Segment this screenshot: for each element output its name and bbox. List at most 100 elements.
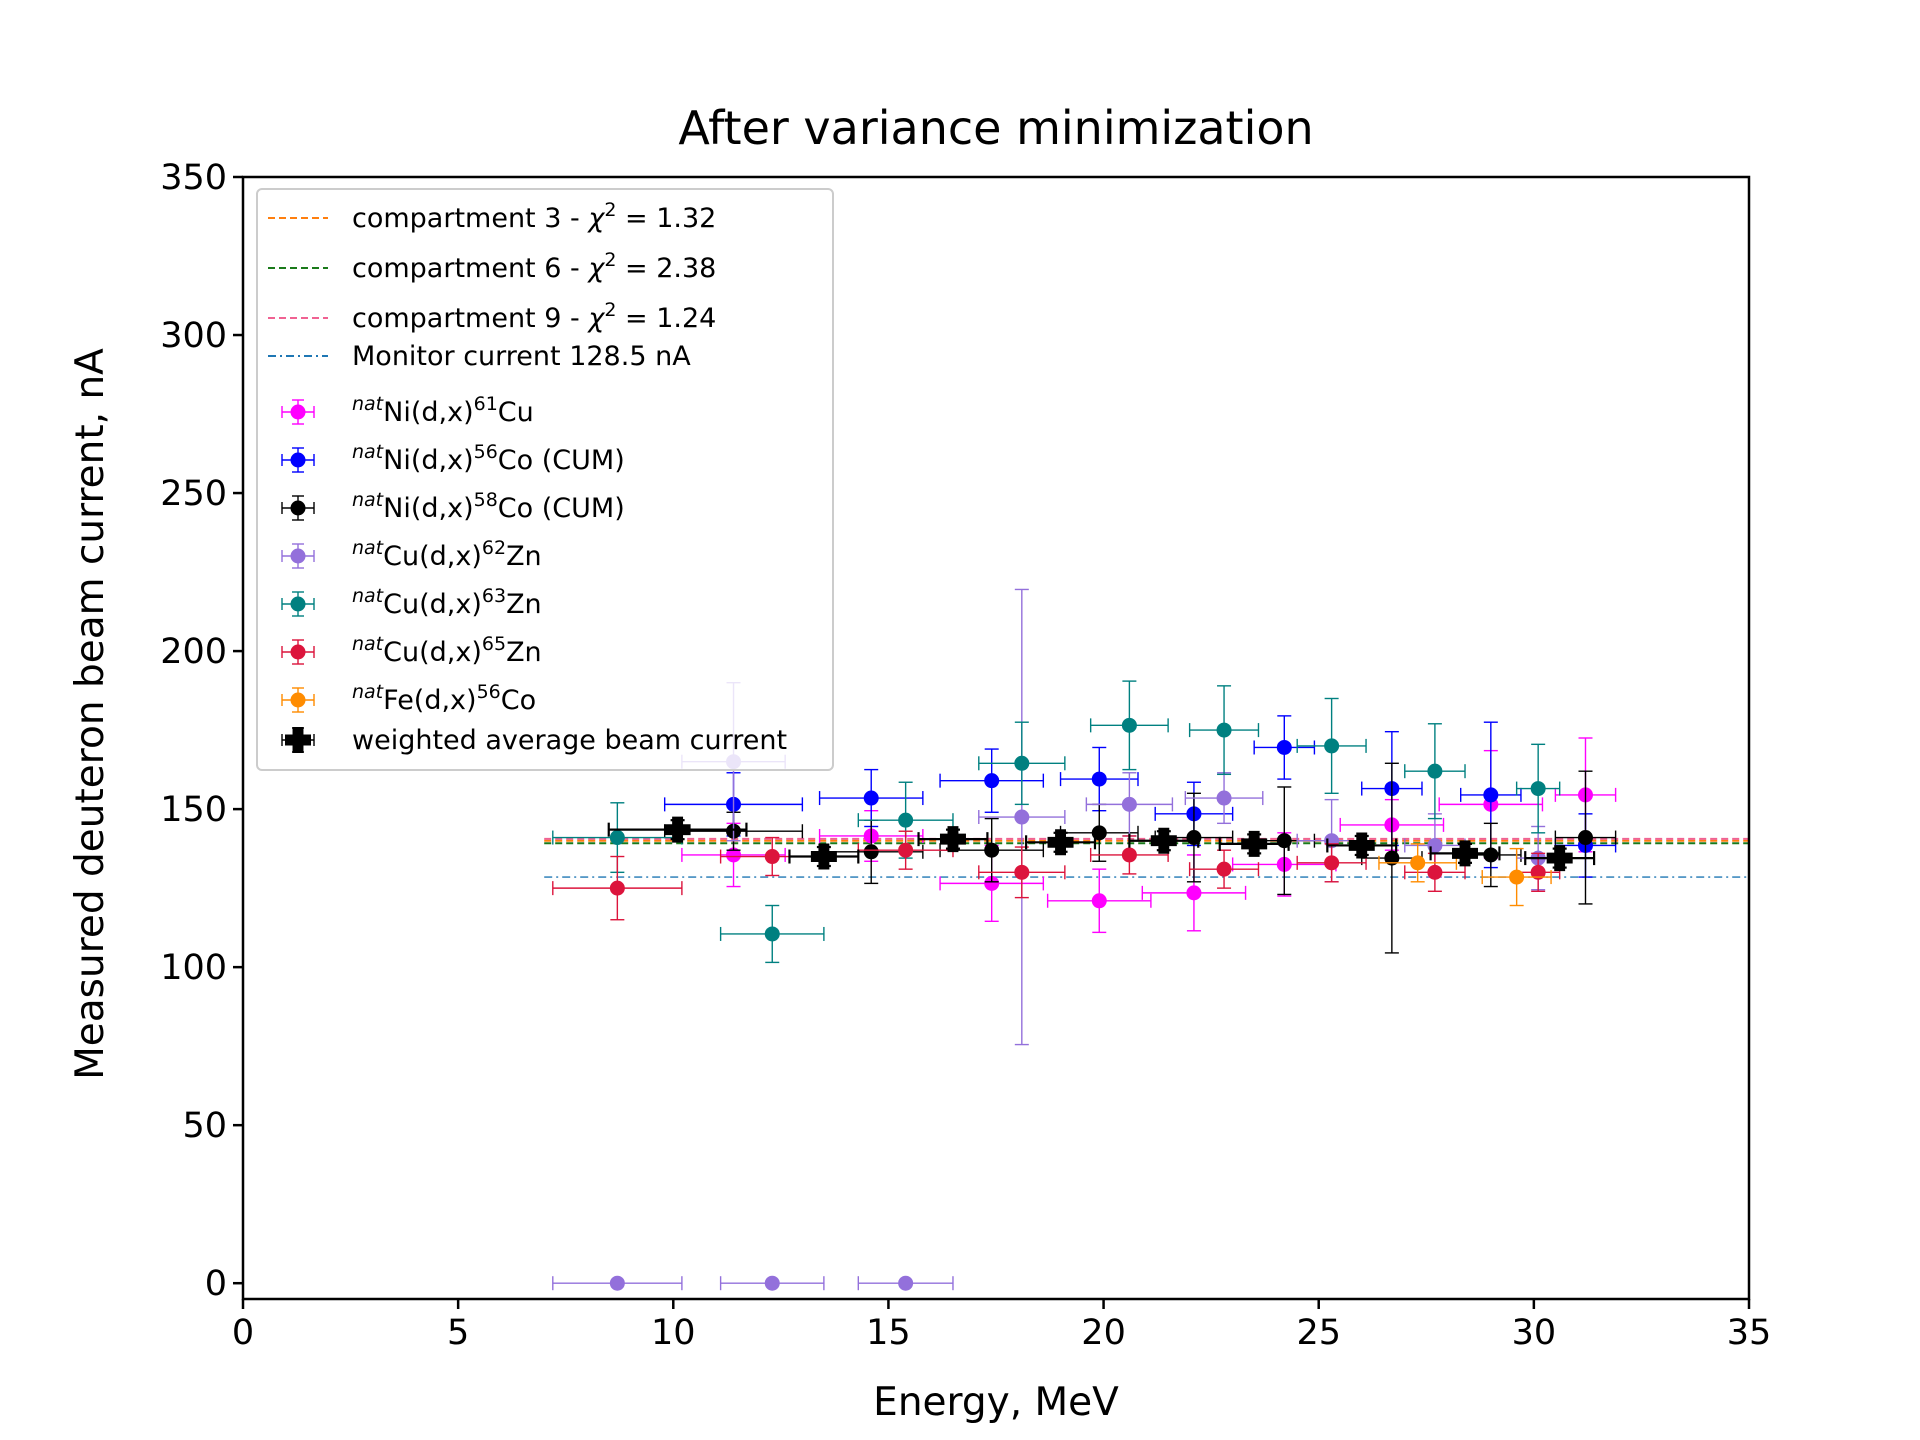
- data-point: [1452, 840, 1479, 867]
- data-point: [984, 875, 1000, 891]
- data-point: [1276, 739, 1292, 755]
- data-point: [1324, 738, 1340, 754]
- data-point: [1483, 787, 1499, 803]
- y-tick-label: 100: [160, 948, 227, 988]
- data-point: [1216, 861, 1232, 877]
- data-point: [898, 812, 914, 828]
- y-tick-label: 0: [205, 1264, 227, 1304]
- data-point: [1091, 893, 1107, 909]
- data-point: [1530, 781, 1546, 797]
- legend-entry: natFe(d,x)56Co: [281, 681, 536, 716]
- data-point: [939, 826, 966, 853]
- series-4: [552, 588, 1561, 1291]
- y-tick-label: 50: [182, 1106, 227, 1146]
- legend-label: weighted average beam current: [352, 725, 787, 756]
- y-tick-label: 250: [160, 474, 227, 514]
- plot-area: [544, 588, 1749, 1291]
- x-tick-label: 15: [866, 1313, 911, 1353]
- data-point: [1121, 717, 1137, 733]
- legend-marker: [290, 596, 306, 612]
- legend-entry: natCu(d,x)63Zn: [281, 585, 542, 620]
- data-point: [1530, 864, 1546, 880]
- legend-label: compartment 3 - χ2 = 1.32: [352, 199, 716, 234]
- y-tick-label: 300: [160, 316, 227, 356]
- data-point: [1014, 809, 1030, 825]
- data-point: [1483, 847, 1499, 863]
- data-point: [764, 849, 780, 865]
- data-point: [1014, 864, 1030, 880]
- data-point: [764, 926, 780, 942]
- y-axis-label: Measured deuteron beam current, nA: [68, 348, 113, 1080]
- legend-label: Monitor current 128.5 nA: [352, 341, 691, 372]
- x-tick-label: 20: [1081, 1313, 1126, 1353]
- legend-marker: [290, 452, 306, 468]
- data-point: [726, 847, 742, 863]
- legend-label: natCu(d,x)65Zn: [352, 633, 542, 668]
- y-tick-label: 350: [160, 158, 227, 198]
- legend-entry: weighted average beam current: [281, 725, 787, 756]
- data-point: [609, 1275, 625, 1291]
- legend-marker: [290, 644, 306, 660]
- data-point: [1241, 830, 1268, 857]
- legend-marker: [290, 692, 306, 708]
- x-tick-label: 10: [651, 1313, 696, 1353]
- data-point: [1014, 755, 1030, 771]
- legend-marker: [290, 548, 306, 564]
- data-point: [898, 842, 914, 858]
- data-point: [1216, 722, 1232, 738]
- data-point: [898, 1275, 914, 1291]
- data-point: [1410, 855, 1426, 871]
- plot-frame: [241, 175, 1751, 1301]
- legend-box: [256, 188, 834, 771]
- x-tick-label: 5: [447, 1313, 469, 1353]
- data-point: [1577, 830, 1593, 846]
- legend-label: compartment 6 - χ2 = 2.38: [352, 249, 716, 284]
- legend-label: natNi(d,x)58Co (CUM): [352, 489, 625, 524]
- legend-entry: natNi(d,x)56Co (CUM): [281, 441, 625, 476]
- legend-label: natNi(d,x)56Co (CUM): [352, 441, 625, 476]
- data-point: [664, 816, 691, 843]
- series-7: [1378, 843, 1552, 907]
- x-axis-label: Energy, MeV: [873, 1380, 1119, 1425]
- data-point: [1427, 763, 1443, 779]
- legend-label: compartment 9 - χ2 = 1.24: [352, 299, 716, 334]
- data-point: [1047, 829, 1074, 856]
- data-point: [1324, 855, 1340, 871]
- data-point: [1121, 796, 1137, 812]
- data-point: [1509, 869, 1525, 885]
- legend: compartment 3 - χ2 = 1.32 compartment 6 -…: [256, 188, 834, 771]
- legend-label: natCu(d,x)62Zn: [352, 537, 542, 572]
- data-point: [609, 830, 625, 846]
- legend-label: natCu(d,x)63Zn: [352, 585, 542, 620]
- data-point: [863, 790, 879, 806]
- data-point: [1150, 827, 1177, 854]
- data-point: [1091, 771, 1107, 787]
- data-point: [984, 842, 1000, 858]
- data-point: [1427, 864, 1443, 880]
- data-point: [1348, 832, 1375, 859]
- x-tick-label: 35: [1727, 1313, 1772, 1353]
- y-tick-label: 150: [160, 790, 227, 830]
- series-6: [552, 830, 1561, 921]
- series-8: [607, 816, 1596, 872]
- data-point: [810, 843, 837, 870]
- data-point: [1216, 790, 1232, 806]
- legend-label: natNi(d,x)61Cu: [352, 393, 534, 428]
- legend-entry: natCu(d,x)65Zn: [281, 633, 542, 668]
- x-tick-label: 25: [1296, 1313, 1341, 1353]
- data-point: [1384, 850, 1400, 866]
- y-tick-label: 200: [160, 632, 227, 672]
- legend-marker: [290, 500, 306, 516]
- legend-entry: natCu(d,x)62Zn: [281, 537, 542, 572]
- legend-entry: natNi(d,x)61Cu: [281, 393, 534, 428]
- legend-marker: [285, 727, 311, 753]
- x-tick-label: 30: [1512, 1313, 1557, 1353]
- data-point: [1546, 845, 1573, 872]
- x-tick-label: 0: [232, 1313, 254, 1353]
- data-point: [764, 1275, 780, 1291]
- chart-title: After variance minimization: [678, 101, 1313, 155]
- legend-entry: natNi(d,x)58Co (CUM): [281, 489, 625, 524]
- data-point: [609, 880, 625, 896]
